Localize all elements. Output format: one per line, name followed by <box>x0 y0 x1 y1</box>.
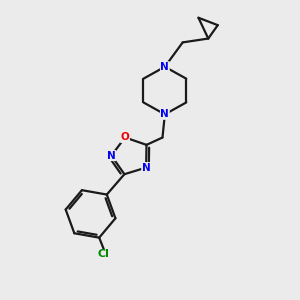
Text: N: N <box>160 109 169 119</box>
Text: N: N <box>142 163 151 172</box>
Text: N: N <box>107 151 116 160</box>
Text: Cl: Cl <box>98 249 109 259</box>
Text: O: O <box>121 133 129 142</box>
Text: N: N <box>160 62 169 72</box>
